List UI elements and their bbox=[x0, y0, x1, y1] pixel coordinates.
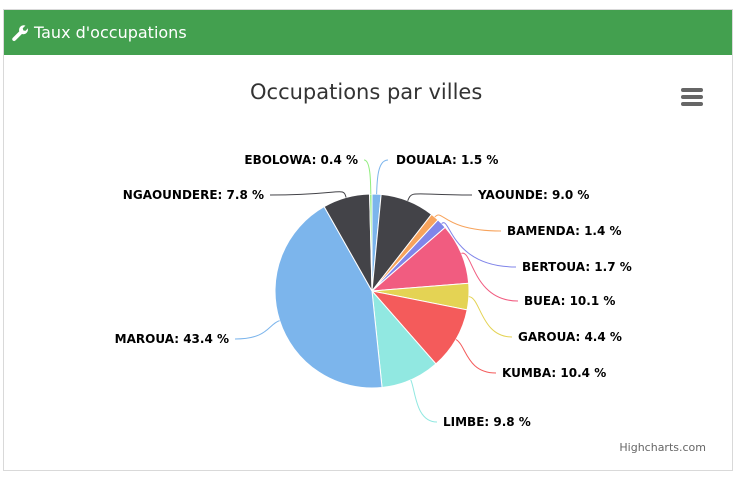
connector-garoua bbox=[468, 296, 513, 338]
data-label-bertoua: BERTOUA: 1.7 % bbox=[522, 260, 632, 274]
menu-bar-icon bbox=[681, 95, 703, 99]
panel-header: Taux d'occupations bbox=[4, 10, 732, 55]
chart-title: Occupations par villes bbox=[250, 80, 482, 104]
connector-limbe bbox=[410, 379, 438, 423]
data-label-kumba: KUMBA: 10.4 % bbox=[502, 366, 606, 380]
wrench-icon bbox=[12, 24, 29, 41]
chart-area: Occupations par villes DOUALA: 1.5 % YAOU… bbox=[4, 55, 732, 470]
data-label-buea: BUEA: 10.1 % bbox=[524, 294, 615, 308]
data-label-douala: DOUALA: 1.5 % bbox=[396, 153, 498, 167]
data-label-limbe: LIMBE: 9.8 % bbox=[443, 415, 531, 429]
pie-slice-ebolowa[interactable] bbox=[369, 193, 373, 292]
pie-slices bbox=[274, 193, 470, 389]
pie-chart: Occupations par villes DOUALA: 1.5 % YAOU… bbox=[115, 80, 706, 454]
connector-kumba bbox=[455, 339, 497, 374]
connector-buea bbox=[461, 252, 519, 302]
slice-labels: DOUALA: 1.5 % YAOUNDE: 9.0 % BAMENDA: 1.4 … bbox=[115, 153, 632, 429]
data-label-ebolowa: EBOLOWA: 0.4 % bbox=[244, 153, 358, 167]
credits-link[interactable]: Highcharts.com bbox=[619, 441, 706, 454]
label-connectors bbox=[234, 159, 519, 423]
menu-bar-icon bbox=[681, 102, 703, 106]
data-label-ngaoundere: NGAOUNDERE: 7.8 % bbox=[123, 188, 264, 202]
chart-menu-button[interactable] bbox=[678, 85, 706, 109]
data-label-bamenda: BAMENDA: 1.4 % bbox=[507, 224, 622, 238]
occupancy-panel: Taux d'occupations Occupations par ville… bbox=[3, 9, 733, 471]
connector-yaounde bbox=[407, 193, 473, 201]
connector-ebolowa bbox=[363, 159, 372, 195]
menu-bar-icon bbox=[681, 88, 703, 92]
panel-title: Taux d'occupations bbox=[34, 23, 187, 42]
connector-bamenda bbox=[434, 214, 502, 232]
pie-slice-maroua[interactable] bbox=[274, 205, 383, 389]
connector-ngaoundere bbox=[269, 191, 347, 198]
data-label-yaounde: YAOUNDE: 9.0 % bbox=[477, 188, 589, 202]
connector-maroua bbox=[234, 320, 280, 340]
data-label-garoua: GAROUA: 4.4 % bbox=[518, 330, 622, 344]
connector-bertoua bbox=[441, 222, 517, 268]
connector-douala bbox=[376, 159, 389, 195]
data-label-maroua: MAROUA: 43.4 % bbox=[115, 332, 229, 346]
